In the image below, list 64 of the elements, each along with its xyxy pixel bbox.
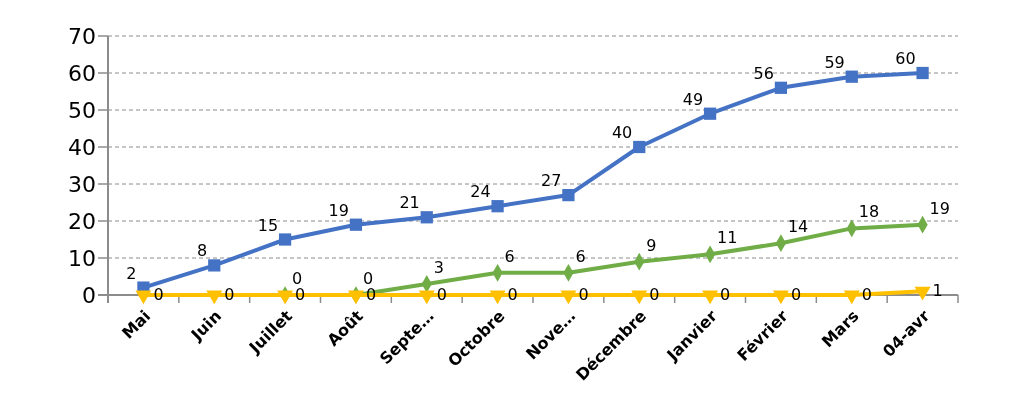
data-label: 18 — [858, 202, 880, 222]
data-label: 0 — [224, 285, 235, 304]
data-label: 21 — [399, 193, 420, 213]
point — [349, 218, 363, 231]
data-label: 56 — [753, 63, 774, 83]
data-label: 59 — [824, 52, 845, 72]
data-label: 0 — [861, 285, 872, 304]
data-label: 0 — [153, 285, 164, 304]
point — [206, 290, 223, 305]
data-label: 14 — [787, 217, 809, 237]
y-tick-label: 30 — [68, 171, 96, 197]
point — [135, 290, 152, 305]
data-label: 0 — [507, 285, 518, 304]
point — [703, 107, 717, 120]
y-tick-label: 70 — [68, 23, 96, 49]
point — [774, 81, 788, 94]
point — [418, 290, 435, 305]
data-label: 24 — [470, 182, 491, 202]
data-label: 15 — [257, 215, 279, 235]
point — [914, 286, 931, 301]
point — [278, 233, 292, 246]
data-label: 0 — [578, 285, 589, 304]
y-tick-label: 0 — [82, 282, 96, 308]
data-label: 3 — [433, 257, 444, 277]
data-label: 0 — [436, 285, 447, 304]
data-label: 40 — [611, 123, 633, 142]
point — [277, 290, 294, 305]
data-label: 0 — [292, 269, 303, 288]
data-label: 19 — [328, 200, 349, 220]
data-label: 11 — [717, 228, 738, 248]
point — [916, 66, 929, 80]
point — [560, 290, 577, 305]
point — [843, 290, 860, 305]
y-tick-label: 10 — [68, 245, 96, 271]
point — [489, 290, 506, 305]
data-label: 27 — [541, 171, 562, 191]
point — [491, 200, 504, 213]
point — [702, 290, 719, 305]
point — [208, 259, 221, 272]
point — [772, 290, 789, 305]
data-label: 0 — [362, 269, 374, 288]
point — [562, 188, 575, 202]
data-label: 6 — [504, 246, 515, 266]
point — [631, 290, 648, 305]
data-label: 0 — [720, 285, 731, 304]
point — [420, 211, 433, 224]
data-label: 0 — [790, 285, 802, 304]
data-label: 19 — [929, 198, 950, 218]
data-label: 60 — [895, 49, 916, 68]
data-label: 1 — [932, 281, 943, 301]
data-label: 8 — [197, 241, 208, 261]
data-label: 2 — [126, 263, 137, 283]
point — [845, 70, 858, 83]
data-label: 49 — [682, 89, 704, 109]
y-tick-label: 20 — [68, 208, 96, 234]
point — [347, 290, 364, 305]
y-tick-label: 40 — [68, 134, 96, 160]
y-tick-label: 60 — [68, 60, 96, 86]
data-label: 6 — [575, 246, 586, 266]
y-tick-label: 50 — [68, 97, 96, 123]
data-label: 0 — [295, 285, 306, 304]
point — [633, 140, 646, 154]
data-label: 9 — [646, 235, 657, 255]
data-label: 0 — [649, 285, 660, 304]
